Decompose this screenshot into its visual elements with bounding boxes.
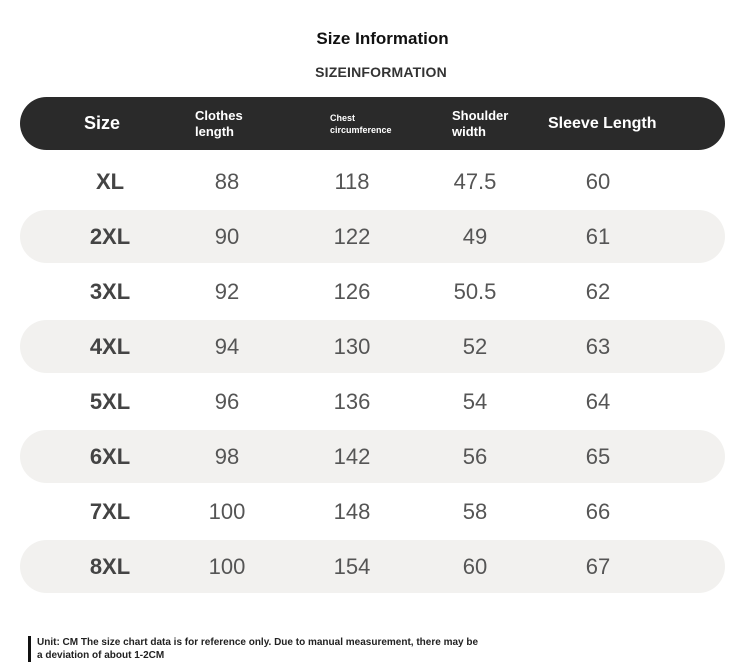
clothes-length-cell: 100 [208,554,246,579]
sleeve-cell: 62 [585,279,611,304]
shoulder-cell: 56 [462,444,488,469]
table-row: 6XL 98 142 56 65 [20,430,725,483]
sleeve-cell: 64 [585,389,611,414]
sleeve-cell: 61 [585,224,611,249]
clothes-length-cell: 90 [214,224,240,249]
measurement-note: Unit: CM The size chart data is for refe… [28,636,557,662]
shoulder-cell: 58 [462,499,488,524]
size-cell: 6XL [89,444,131,469]
sleeve-cell: 66 [585,499,611,524]
size-table-body: XL 88 118 47.5 60 2XL 90 122 49 61 3XL 9… [20,155,725,595]
table-header: Size Clothes length Chest circumference … [20,97,725,150]
shoulder-cell: 52 [462,334,488,359]
size-cell: 4XL [89,334,131,359]
table-row: 3XL 92 126 50.5 62 [20,265,725,318]
size-cell: 2XL [89,224,131,249]
page-subtitle: SIZEINFORMATION [315,64,447,80]
chest-cell: 148 [333,499,371,524]
clothes-length-cell: 100 [208,499,246,524]
chest-cell: 130 [333,334,371,359]
size-cell: 7XL [89,499,131,524]
table-row: 4XL 94 130 52 63 [20,320,725,373]
header-chest-line2: circumference [330,124,392,135]
header-size: Size [84,113,121,133]
chest-cell: 118 [334,169,370,194]
header-chest-line1: Chest [330,112,356,123]
note-line-2: a deviation of about 1-2CM [37,650,165,661]
header-shoulder-width: Shoulder width [452,97,522,150]
header-sleeve-length: Sleeve Length [548,114,657,132]
table-row: 8XL 100 154 60 67 [20,540,725,593]
shoulder-cell: 60 [462,554,488,579]
page-title: Size Information [316,29,449,48]
header-clothes-length: Clothes length [195,97,265,150]
sleeve-cell: 60 [585,169,611,194]
shoulder-cell: 47.5 [453,169,497,194]
sleeve-cell: 63 [585,334,611,359]
header-shoulder-line1: Shoulder [452,107,509,123]
table-row: 5XL 96 136 54 64 [20,375,725,428]
shoulder-cell: 50.5 [453,279,497,304]
sleeve-cell: 65 [585,444,611,469]
shoulder-cell: 54 [462,389,488,414]
sleeve-cell: 67 [585,554,611,579]
chest-cell: 126 [333,279,371,304]
size-cell: 8XL [89,554,131,579]
shoulder-cell: 49 [462,224,488,249]
size-cell: 5XL [89,389,131,414]
clothes-length-cell: 96 [214,389,240,414]
size-cell: XL [95,169,125,194]
clothes-length-cell: 98 [214,444,240,469]
clothes-length-cell: 92 [214,279,240,304]
note-line-1: Unit: CM The size chart data is for refe… [37,637,479,648]
chest-cell: 142 [333,444,371,469]
header-chest-circumference: Chest circumference [330,97,420,150]
header-clothes-line2: length [195,123,234,139]
header-clothes-line1: Clothes [195,107,243,123]
chest-cell: 154 [333,554,371,579]
table-row: 7XL 100 148 58 66 [20,485,725,538]
chest-cell: 136 [333,389,371,414]
size-cell: 3XL [89,279,131,304]
clothes-length-cell: 94 [214,334,240,359]
table-row: XL 88 118 47.5 60 [20,155,725,208]
header-shoulder-line2: width [452,123,486,139]
chest-cell: 122 [333,224,371,249]
table-row: 2XL 90 122 49 61 [20,210,725,263]
clothes-length-cell: 88 [214,169,240,194]
